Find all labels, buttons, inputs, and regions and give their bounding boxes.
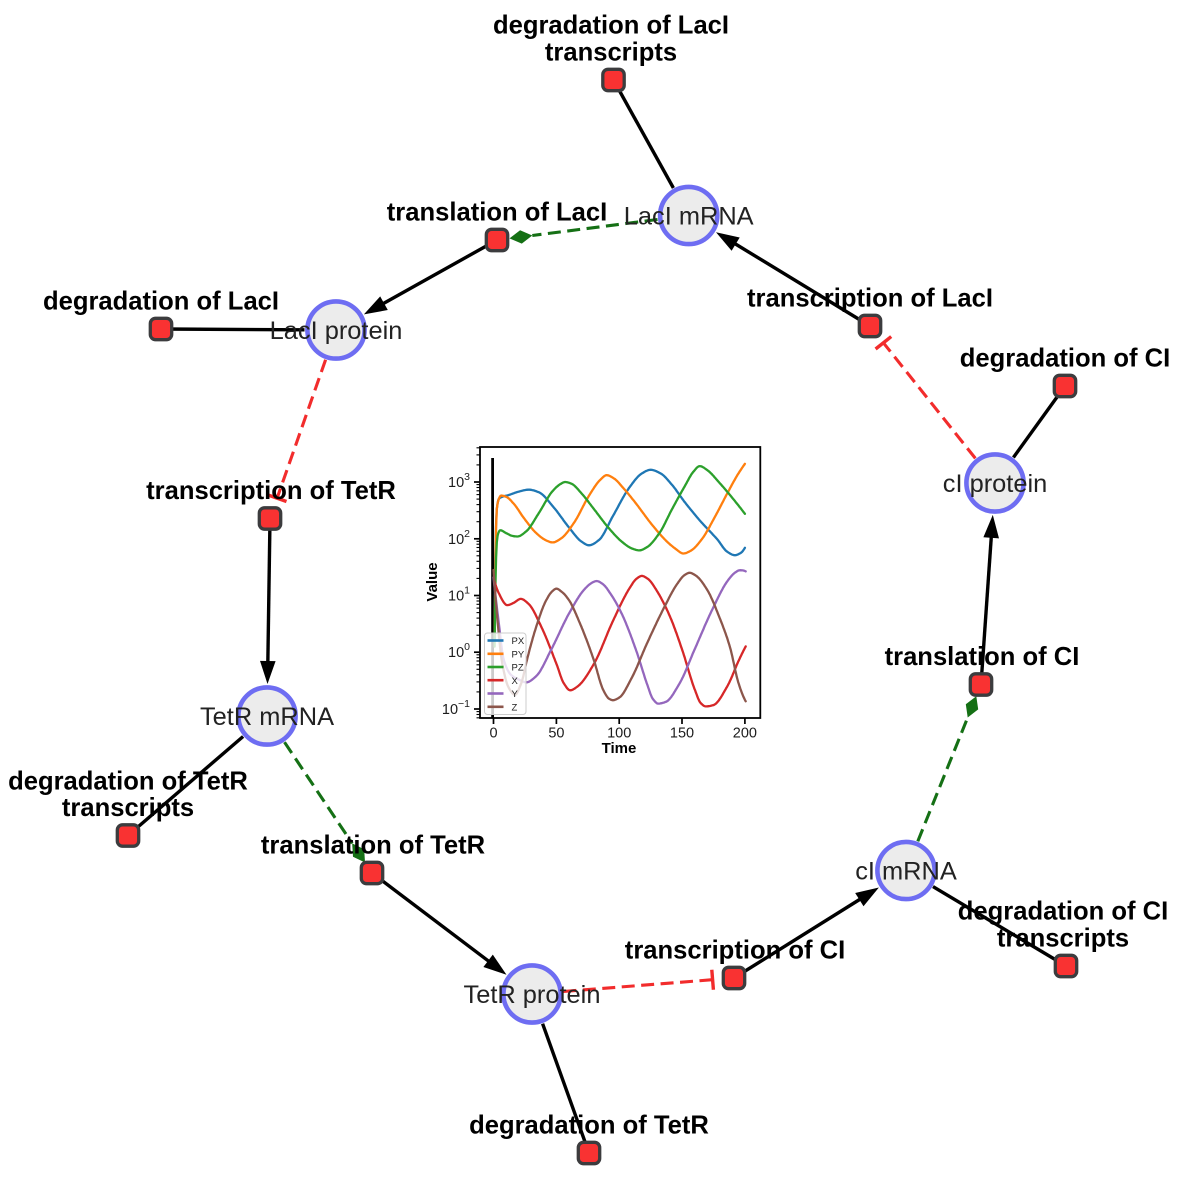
svg-text:PY: PY bbox=[512, 649, 525, 660]
svg-text:transcription of TetR: transcription of TetR bbox=[146, 477, 396, 505]
svg-text:100: 100 bbox=[448, 641, 470, 661]
svg-text:101: 101 bbox=[448, 585, 470, 605]
svg-text:transcripts: transcripts bbox=[997, 924, 1129, 952]
svg-text:200: 200 bbox=[733, 726, 757, 742]
svg-text:TetR mRNA: TetR mRNA bbox=[200, 703, 334, 731]
svg-text:150: 150 bbox=[670, 726, 694, 742]
svg-text:transcripts: transcripts bbox=[62, 794, 194, 822]
svg-text:PX: PX bbox=[512, 636, 525, 647]
svg-text:transcription of LacI: transcription of LacI bbox=[747, 284, 993, 312]
svg-text:PZ: PZ bbox=[512, 663, 524, 674]
svg-text:100: 100 bbox=[607, 726, 631, 742]
svg-text:degradation of TetR: degradation of TetR bbox=[8, 767, 248, 795]
svg-text:degradation of LacI: degradation of LacI bbox=[493, 12, 729, 40]
svg-text:degradation of TetR: degradation of TetR bbox=[469, 1111, 709, 1139]
svg-text:translation of CI: translation of CI bbox=[885, 643, 1080, 671]
svg-text:0: 0 bbox=[489, 726, 497, 742]
svg-text:cI protein: cI protein bbox=[943, 470, 1047, 498]
svg-text:transcripts: transcripts bbox=[545, 38, 677, 66]
svg-text:Time: Time bbox=[602, 740, 637, 757]
svg-text:LacI mRNA: LacI mRNA bbox=[624, 202, 754, 230]
svg-text:transcription of CI: transcription of CI bbox=[625, 936, 845, 964]
svg-text:degradation of CI: degradation of CI bbox=[958, 898, 1168, 926]
svg-text:degradation of CI: degradation of CI bbox=[960, 344, 1170, 372]
svg-text:degradation of LacI: degradation of LacI bbox=[43, 287, 279, 315]
svg-text:Value: Value bbox=[424, 562, 441, 601]
svg-text:LacI protein: LacI protein bbox=[270, 317, 403, 345]
svg-text:cI mRNA: cI mRNA bbox=[855, 857, 957, 885]
svg-text:Y: Y bbox=[512, 689, 519, 700]
svg-text:102: 102 bbox=[448, 528, 470, 548]
svg-text:TetR protein: TetR protein bbox=[464, 981, 601, 1009]
svg-text:103: 103 bbox=[448, 471, 470, 491]
svg-text:10−1: 10−1 bbox=[442, 698, 470, 718]
svg-text:translation of TetR: translation of TetR bbox=[261, 831, 485, 859]
svg-text:translation of LacI: translation of LacI bbox=[387, 198, 607, 226]
svg-text:Z: Z bbox=[512, 702, 518, 713]
svg-text:X: X bbox=[512, 676, 519, 687]
svg-text:50: 50 bbox=[548, 726, 564, 742]
